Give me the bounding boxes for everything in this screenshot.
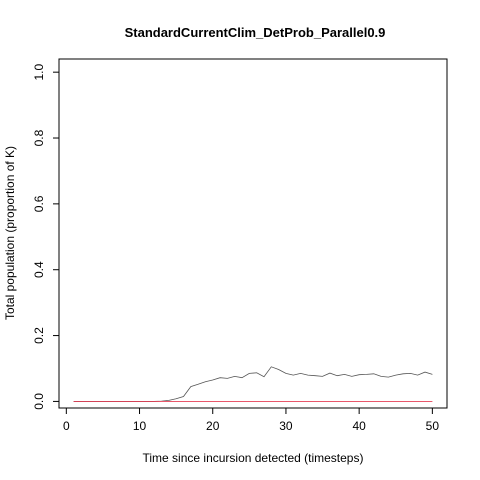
y-axis: 0.0 0.2 0.4 0.6 0.8 1.0 [32, 64, 60, 410]
x-tick-label: 20 [206, 419, 220, 433]
x-axis-label: Time since incursion detected (timesteps… [143, 451, 364, 465]
y-axis-label: Total population (proportion of K) [3, 146, 17, 320]
chart-title: StandardCurrentClim_DetProb_Parallel0.9 [125, 25, 386, 40]
series-line-1 [73, 366, 433, 402]
x-tick-label: 40 [352, 419, 366, 433]
x-tick-label: 30 [279, 419, 293, 433]
y-tick-label: 0.0 [32, 393, 46, 410]
x-tick-label: 50 [426, 419, 440, 433]
x-tick-label: 10 [133, 419, 147, 433]
y-tick-label: 0.6 [32, 195, 46, 212]
y-tick-label: 0.4 [32, 261, 46, 278]
y-tick-label: 0.2 [32, 327, 46, 344]
x-tick-label: 0 [63, 419, 70, 433]
series-layer [73, 366, 433, 402]
x-axis: 0 10 20 30 40 50 [63, 407, 440, 433]
y-tick-label: 1.0 [32, 64, 46, 81]
y-tick-label: 0.8 [32, 129, 46, 146]
plot-frame [58, 58, 448, 409]
